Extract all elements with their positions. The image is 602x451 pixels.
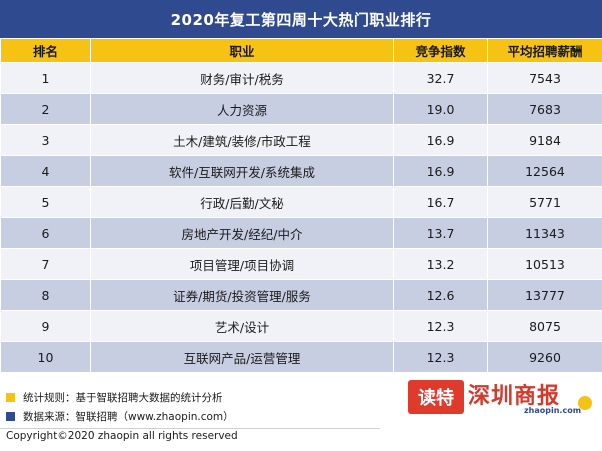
cell-rank: 10 (0, 341, 91, 373)
logo-dot-icon (578, 396, 592, 410)
table-row: 5 行政/后勤/文秘 16.7 5771 (0, 186, 602, 218)
cell-salary: 11343 (487, 217, 602, 249)
cell-index: 16.7 (393, 186, 488, 218)
header-average-salary: 平均招聘薪酬 (487, 38, 602, 63)
logo-name: 深圳商报 (468, 384, 561, 409)
note-stat-rule: 统计规则：基于智联招聘大数据的统计分析 (6, 388, 234, 407)
cell-index: 32.7 (393, 62, 488, 94)
watermark-logo: 读特 深圳商报 zhaopin.com (408, 376, 596, 420)
divider (0, 428, 380, 429)
cell-salary: 7543 (487, 62, 602, 94)
cell-salary: 5771 (487, 186, 602, 218)
cell-salary: 9260 (487, 341, 602, 373)
table-row: 8 证券/期货/投资管理/服务 12.6 13777 (0, 279, 602, 311)
cell-job: 行政/后勤/文秘 (90, 186, 394, 218)
table-row: 7 项目管理/项目协调 13.2 10513 (0, 248, 602, 280)
footnotes: 统计规则：基于智联招聘大数据的统计分析 数据来源：智联招聘（www.zhaopi… (6, 388, 234, 426)
cell-index: 16.9 (393, 155, 488, 187)
table-title: 2020年复工第四周十大热门职业排行 (0, 0, 602, 38)
note-data-source: 数据来源：智联招聘（www.zhaopin.com） (6, 407, 234, 426)
header-job: 职业 (90, 38, 394, 63)
cell-job: 软件/互联网开发/系统集成 (90, 155, 394, 187)
logo-badge: 读特 (408, 380, 464, 414)
table-row: 3 土木/建筑/装修/市政工程 16.9 9184 (0, 124, 602, 156)
header-rank: 排名 (0, 38, 91, 63)
note-text: 统计规则：基于智联招聘大数据的统计分析 (23, 392, 223, 404)
cell-job: 互联网产品/运营管理 (90, 341, 394, 373)
table-row: 2 人力资源 19.0 7683 (0, 93, 602, 125)
table-row: 10 互联网产品/运营管理 12.3 9260 (0, 341, 602, 373)
cell-salary: 10513 (487, 248, 602, 280)
cell-rank: 5 (0, 186, 91, 218)
cell-job: 艺术/设计 (90, 310, 394, 342)
cell-index: 12.3 (393, 310, 488, 342)
cell-rank: 6 (0, 217, 91, 249)
cell-index: 16.9 (393, 124, 488, 156)
cell-rank: 3 (0, 124, 91, 156)
cell-salary: 13777 (487, 279, 602, 311)
header-row: 排名 职业 竞争指数 平均招聘薪酬 (0, 38, 602, 63)
table-row: 6 房地产开发/经纪/中介 13.7 11343 (0, 217, 602, 249)
cell-job: 项目管理/项目协调 (90, 248, 394, 280)
table-row: 4 软件/互联网开发/系统集成 16.9 12564 (0, 155, 602, 187)
cell-rank: 7 (0, 248, 91, 280)
cell-job: 房地产开发/经纪/中介 (90, 217, 394, 249)
yellow-square-icon (6, 393, 15, 402)
table-row: 1 财务/审计/税务 32.7 7543 (0, 62, 602, 94)
logo-sub: zhaopin.com (524, 406, 582, 415)
cell-salary: 9184 (487, 124, 602, 156)
ranking-table: 排名 职业 竞争指数 平均招聘薪酬 1 财务/审计/税务 32.7 7543 2… (0, 38, 602, 373)
header-competition-index: 竞争指数 (393, 38, 488, 63)
blue-square-icon (6, 412, 15, 421)
cell-salary: 8075 (487, 310, 602, 342)
note-text: 数据来源：智联招聘（www.zhaopin.com） (23, 411, 234, 423)
cell-job: 土木/建筑/装修/市政工程 (90, 124, 394, 156)
cell-rank: 9 (0, 310, 91, 342)
cell-index: 19.0 (393, 93, 488, 125)
table-row: 9 艺术/设计 12.3 8075 (0, 310, 602, 342)
cell-job: 人力资源 (90, 93, 394, 125)
cell-job: 财务/审计/税务 (90, 62, 394, 94)
cell-salary: 7683 (487, 93, 602, 125)
cell-rank: 4 (0, 155, 91, 187)
cell-rank: 1 (0, 62, 91, 94)
cell-rank: 8 (0, 279, 91, 311)
cell-job: 证券/期货/投资管理/服务 (90, 279, 394, 311)
cell-index: 12.6 (393, 279, 488, 311)
cell-salary: 12564 (487, 155, 602, 187)
cell-rank: 2 (0, 93, 91, 125)
cell-index: 13.2 (393, 248, 488, 280)
copyright: Copyright©2020 zhaopin all rights reserv… (6, 430, 238, 442)
cell-index: 12.3 (393, 341, 488, 373)
cell-index: 13.7 (393, 217, 488, 249)
